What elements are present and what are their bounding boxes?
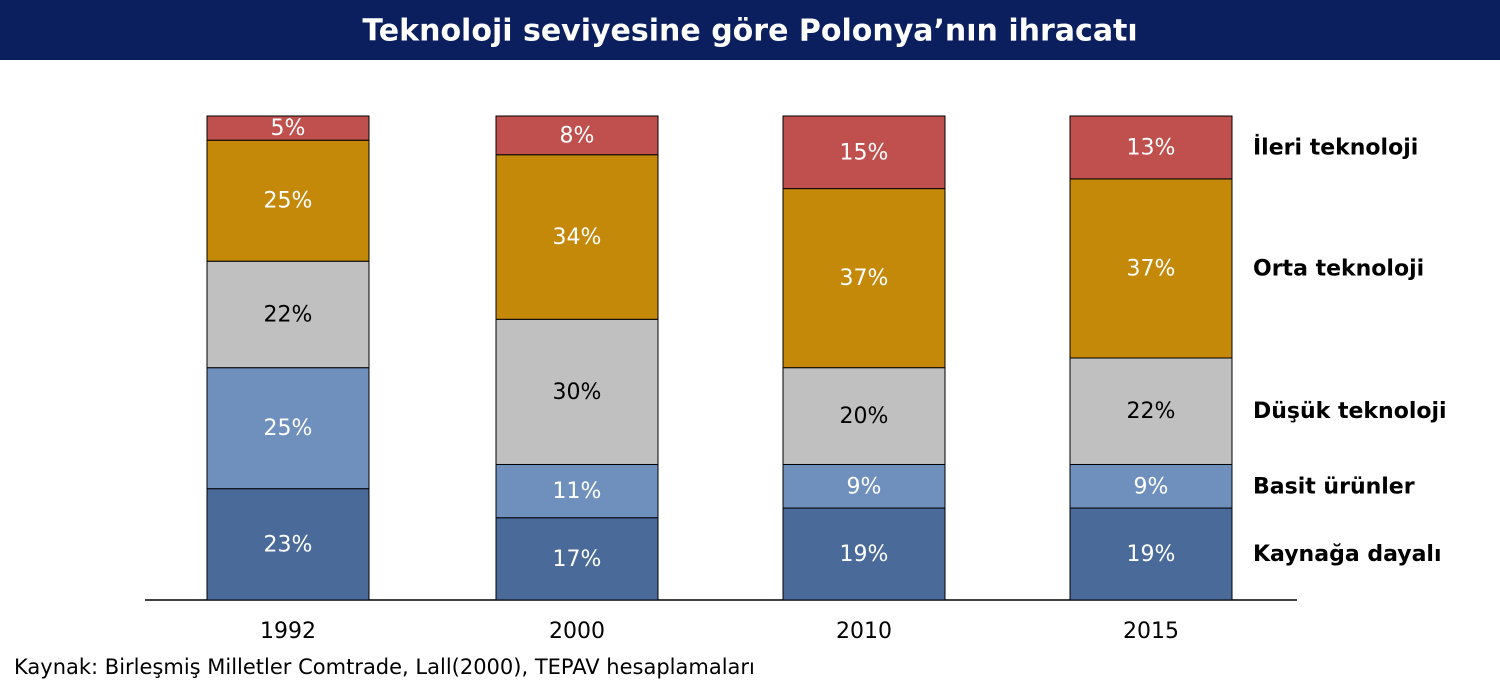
data-label: 23% bbox=[264, 532, 313, 557]
source-note: Kaynak: Birleşmiş Milletler Comtrade, La… bbox=[14, 655, 755, 679]
data-label: 8% bbox=[560, 123, 595, 148]
legend-label: Düşük teknoloji bbox=[1253, 399, 1447, 424]
x-tick-label: 2000 bbox=[549, 619, 605, 644]
title-bar bbox=[0, 0, 1500, 60]
bar-segment bbox=[1069, 507, 1233, 601]
data-label: 15% bbox=[840, 140, 889, 165]
bar-segment bbox=[782, 115, 946, 190]
legend-label: Kaynağa dayalı bbox=[1253, 542, 1442, 567]
bar-segment bbox=[495, 517, 659, 601]
chart-title: Teknoloji seviyesine göre Polonya’nın ih… bbox=[362, 14, 1137, 49]
bar-segment bbox=[782, 463, 946, 509]
data-label: 9% bbox=[1134, 474, 1169, 499]
bar-segment bbox=[206, 367, 370, 490]
bar-segment bbox=[1069, 357, 1233, 465]
data-label: 11% bbox=[553, 479, 602, 504]
data-label: 9% bbox=[847, 474, 882, 499]
bar-segment bbox=[206, 139, 370, 262]
data-label: 30% bbox=[553, 380, 602, 405]
data-label: 34% bbox=[553, 225, 602, 250]
legend-label: Orta teknoloji bbox=[1253, 256, 1424, 281]
bar-segment bbox=[206, 260, 370, 369]
bar-segment bbox=[495, 318, 659, 465]
bar-segment bbox=[1069, 178, 1233, 359]
data-label: 22% bbox=[1127, 399, 1176, 424]
legend-label: İleri teknoloji bbox=[1253, 134, 1418, 160]
data-label: 19% bbox=[1127, 542, 1176, 567]
x-tick-label: 2015 bbox=[1123, 619, 1179, 644]
data-label: 17% bbox=[553, 547, 602, 572]
bar-segment bbox=[495, 115, 659, 156]
bar-segment bbox=[782, 188, 946, 369]
legend-label: Basit ürünler bbox=[1253, 474, 1415, 499]
bar-segment bbox=[495, 463, 659, 519]
data-label: 25% bbox=[264, 189, 313, 214]
data-label: 13% bbox=[1127, 135, 1176, 160]
data-label: 20% bbox=[840, 404, 889, 429]
data-label: 37% bbox=[840, 266, 889, 291]
data-label: 22% bbox=[264, 302, 313, 327]
x-tick-label: 2010 bbox=[836, 619, 892, 644]
data-label: 5% bbox=[271, 116, 306, 141]
bar-segment bbox=[1069, 115, 1233, 180]
bar-segment bbox=[206, 488, 370, 601]
bar-segment bbox=[206, 115, 370, 141]
data-label: 25% bbox=[264, 416, 313, 441]
bar-segment bbox=[782, 507, 946, 601]
data-label: 37% bbox=[1127, 256, 1176, 281]
bar-segment bbox=[782, 367, 946, 465]
bar-segment bbox=[1069, 463, 1233, 509]
bar-segment bbox=[495, 154, 659, 320]
data-label: 19% bbox=[840, 542, 889, 567]
x-tick-label: 1992 bbox=[260, 619, 316, 644]
